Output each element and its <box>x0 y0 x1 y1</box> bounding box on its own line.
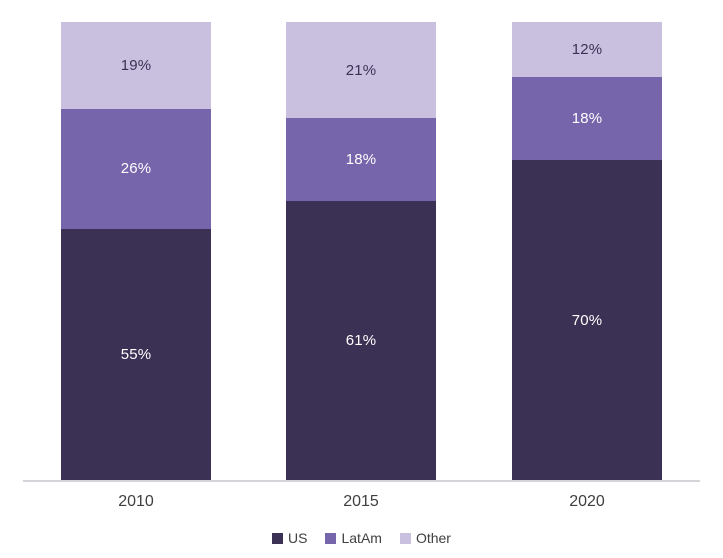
legend-swatch-latam <box>325 532 337 544</box>
legend-item-other: Other <box>399 530 451 546</box>
bar-segment-us: 55% <box>61 228 211 481</box>
legend-label-us: US <box>288 530 308 546</box>
legend-swatch-us <box>272 532 284 544</box>
legend-label-other: Other <box>415 530 451 546</box>
legend-item-latam: LatAm <box>325 530 382 546</box>
bar-segment-other: 21% <box>286 22 436 119</box>
legend-label-latam: LatAm <box>341 530 382 546</box>
segment-value-label: 18% <box>571 109 603 127</box>
segment-value-label: 19% <box>120 57 152 75</box>
x-axis-label: 2010 <box>118 493 154 510</box>
bar-segment-us: 61% <box>286 200 436 481</box>
bar-segment-us: 70% <box>512 159 662 481</box>
bar-2010: 19% 26% 55% <box>61 22 211 481</box>
segment-value-label: 70% <box>571 311 603 329</box>
segment-value-label: 55% <box>120 346 152 364</box>
bar-2020: 12% 18% 70% <box>512 22 662 481</box>
x-axis-line <box>23 480 700 482</box>
segment-value-label: 61% <box>345 332 377 350</box>
bar-2015: 21% 18% 61% <box>286 22 436 481</box>
bar-segment-latam: 18% <box>286 118 436 201</box>
segment-value-label: 21% <box>345 61 377 79</box>
segment-value-label: 26% <box>120 160 152 178</box>
bar-segment-latam: 18% <box>512 77 662 160</box>
legend-item-us: US <box>272 530 307 546</box>
bar-segment-other: 19% <box>61 22 211 110</box>
bar-segment-latam: 26% <box>61 109 211 229</box>
segment-value-label: 12% <box>571 41 603 59</box>
bar-segment-other: 12% <box>512 22 662 78</box>
x-axis-label: 2015 <box>343 493 379 510</box>
legend-swatch-other <box>399 532 411 544</box>
segment-value-label: 18% <box>345 151 377 169</box>
legend: US LatAm Other <box>0 530 723 546</box>
plot-area: 19% 26% 55% 21% 18% 61% 12% 18% 70% <box>61 22 662 481</box>
x-axis-labels: 2010 2015 2020 <box>0 493 723 515</box>
x-axis-label: 2020 <box>569 493 605 510</box>
